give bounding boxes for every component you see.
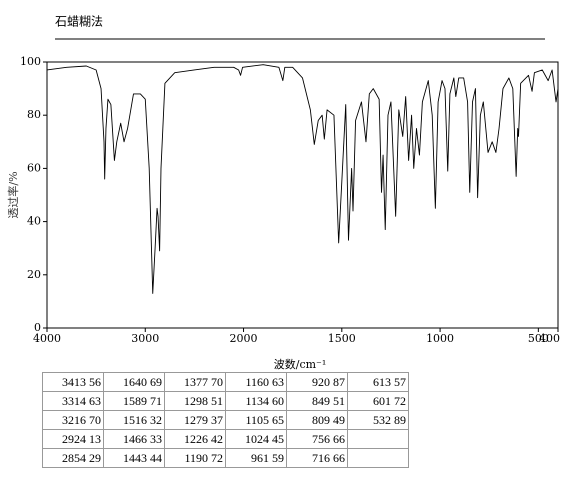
table-cell: 1466 33 <box>103 429 165 449</box>
x-tick-label: 2000 <box>230 332 258 345</box>
x-axis-label: 波数/cm⁻¹ <box>274 358 327 370</box>
table-cell: 2924 13 <box>42 429 104 449</box>
spectrum-line <box>46 64 559 294</box>
x-tick-label: 3000 <box>131 332 159 345</box>
x-tick-label: 1500 <box>328 332 356 345</box>
x-tick-label: 1000 <box>426 332 454 345</box>
table-cell: 1279 37 <box>164 410 226 430</box>
x-tick-label: 500 <box>528 332 549 345</box>
table-cell: 756 66 <box>286 429 348 449</box>
y-tick-label: 100 <box>20 55 41 68</box>
table-row: 2924 13 1466 33 1226 42 1024 45 756 66 <box>42 429 409 449</box>
table-cell: 920 87 <box>286 372 348 392</box>
y-tick-label: 40 <box>27 215 41 228</box>
empty-cell <box>347 429 409 449</box>
table-cell: 1226 42 <box>164 429 226 449</box>
table-row: 2854 29 1443 44 1190 72 961 59 716 66 <box>42 448 409 468</box>
table-cell: 1024 45 <box>225 429 287 449</box>
table-cell: 613 57 <box>347 372 409 392</box>
table-cell: 3216 70 <box>42 410 104 430</box>
table-cell: 849 51 <box>286 391 348 411</box>
table-cell: 1134 60 <box>225 391 287 411</box>
table-cell: 1190 72 <box>164 448 226 468</box>
table-cell: 532 89 <box>347 410 409 430</box>
table-row: 3314 63 1589 71 1298 51 1134 60 849 51 601 72 <box>42 391 409 411</box>
table-cell: 3314 63 <box>42 391 104 411</box>
table-cell: 809 49 <box>286 410 348 430</box>
plot-frame <box>46 61 559 329</box>
y-tick-label: 0 <box>34 321 41 334</box>
table-row: 3216 70 1516 32 1279 37 1105 65 809 49 532 89 <box>42 410 409 430</box>
table-cell: 601 72 <box>347 391 409 411</box>
table-cell: 716 66 <box>286 448 348 468</box>
x-tick-label: 4000 <box>33 332 61 345</box>
table-cell: 1298 51 <box>164 391 226 411</box>
table-cell: 2854 29 <box>42 448 104 468</box>
table-cell: 1516 32 <box>103 410 165 430</box>
table-cell: 1640 69 <box>103 372 165 392</box>
chart: 石蜡糊法 透过率/% 波数/cm⁻¹ 0 20 40 60 80 100 4000 3000 2… <box>6 14 560 371</box>
chart-title: 石蜡糊法 <box>55 14 103 29</box>
empty-cell <box>347 448 409 468</box>
table-cell: 3413 56 <box>42 372 104 392</box>
table-cell: 961 59 <box>225 448 287 468</box>
table-row: 3413 56 1640 69 1377 70 1160 63 920 87 613 57 <box>42 372 409 392</box>
table-cell: 1105 65 <box>225 410 287 430</box>
table-cell: 1377 70 <box>164 372 226 392</box>
table-cell: 1443 44 <box>103 448 165 468</box>
y-tick-label: 20 <box>27 268 41 281</box>
table-cell: 1589 71 <box>103 391 165 411</box>
y-tick-label: 60 <box>27 161 41 174</box>
table-cell: 1160 63 <box>225 372 287 392</box>
x-tick-label: 400 <box>539 332 560 345</box>
y-axis-label: 透过率/% <box>6 171 20 218</box>
peak-table: 3413 56 1640 69 1377 70 1160 63 920 87 613 57… <box>42 372 409 468</box>
y-tick-label: 80 <box>27 108 41 121</box>
